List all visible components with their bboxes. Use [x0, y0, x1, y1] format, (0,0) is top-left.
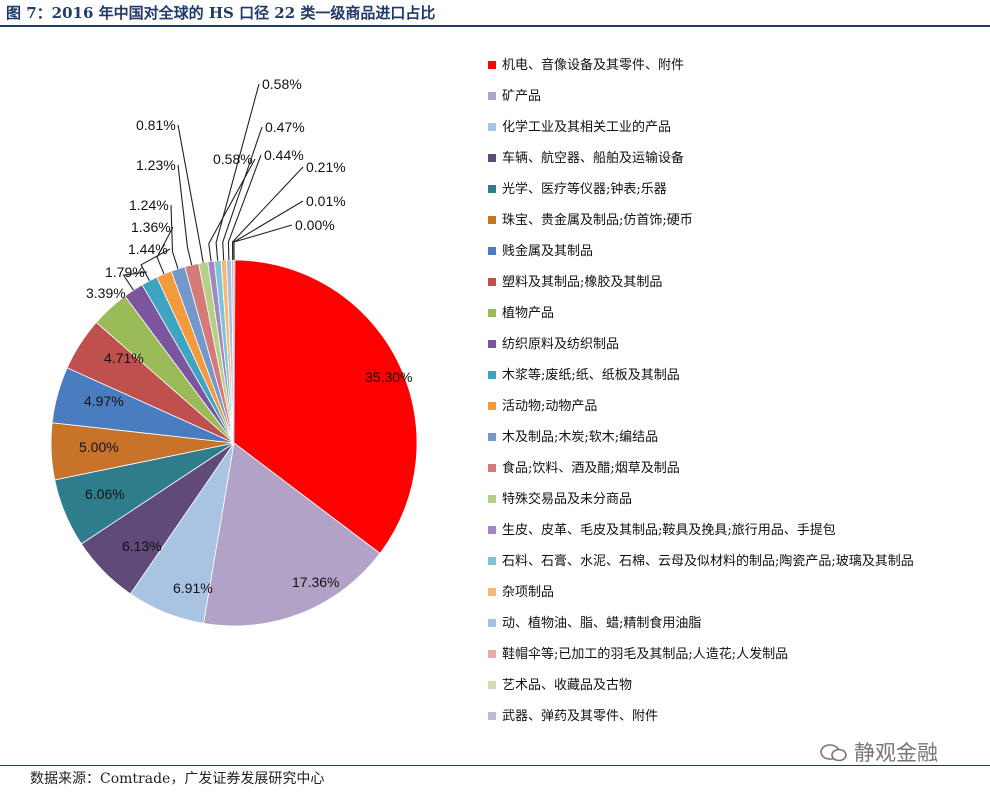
legend-swatch: [488, 185, 496, 193]
data-label: 0.21%: [306, 159, 346, 175]
pie-slices: [50, 259, 418, 627]
legend-label: 纺织原料及纺织制品: [502, 337, 619, 352]
source-note: 数据来源：Comtrade，广发证券发展研究中心: [30, 771, 325, 787]
leader-line: [233, 200, 304, 260]
legend-label: 杂项制品: [502, 585, 554, 600]
leader-line: [222, 126, 263, 261]
data-label: 6.06%: [85, 486, 125, 502]
data-labels: 35.30% 17.36% 6.91% 6.13% 6.06% 5.00% 4.97% 4.7…: [79, 76, 412, 596]
legend-label: 植物产品: [502, 306, 554, 321]
legend-label: 矿产品: [502, 89, 541, 104]
legend-label: 活动物;动物产品: [502, 399, 597, 414]
leader-line: [208, 158, 256, 262]
data-label: 0.44%: [264, 147, 304, 163]
legend-swatch: [488, 402, 496, 410]
legend-label: 光学、医疗等仪器;钟表;乐器: [502, 181, 667, 197]
figure-header: 图 7：2016 年中国对全球的 HS 口径 22 类一级商品进口占比: [0, 0, 990, 27]
leader-line: [227, 154, 262, 261]
data-label: 4.71%: [104, 350, 144, 366]
watermark-text: 静观金融: [854, 741, 938, 765]
data-label: 5.00%: [79, 439, 119, 455]
legend-swatch: [488, 495, 496, 503]
legend-label: 木浆等;废纸;纸、纸板及其制品: [502, 367, 680, 383]
leader-line: [215, 83, 260, 261]
watermark: 静观金融: [820, 737, 938, 767]
pie-slice: [233, 259, 236, 444]
data-label: 17.36%: [292, 574, 339, 590]
legend-label: 鞋帽伞等;已加工的羽毛及其制品;人造花;人发制品: [502, 646, 788, 662]
pie-chart: 35.30% 17.36% 6.91% 6.13% 6.06% 5.00% 4.97% 4.7…: [50, 57, 914, 724]
leader-lines: [122, 83, 304, 291]
legend-swatch: [488, 588, 496, 596]
legend-swatch: [488, 433, 496, 441]
wechat-icon: [820, 744, 847, 762]
legend-swatch: [488, 278, 496, 286]
leader-line: [140, 248, 171, 281]
leader-line: [170, 204, 179, 269]
leader-line: [231, 166, 304, 261]
data-label: 0.58%: [213, 151, 253, 167]
data-label: 4.97%: [84, 393, 124, 409]
data-label: 0.47%: [265, 119, 305, 135]
leader-line: [177, 124, 204, 263]
leader-line: [156, 226, 174, 275]
legend-swatch: [488, 123, 496, 131]
legend-label: 机电、音像设备及其零件、附件: [502, 57, 684, 73]
data-label: 0.00%: [295, 217, 335, 233]
data-label: 1.36%: [131, 219, 171, 235]
legend-label: 珠宝、贵金属及制品;仿首饰;硬币: [502, 212, 693, 228]
legend-label: 艺术品、收藏品及古物: [502, 678, 632, 693]
legend-swatch: [488, 557, 496, 565]
legend-label: 食品;饮料、酒及醋;烟草及制品: [502, 460, 680, 476]
legend-swatch: [488, 92, 496, 100]
legend-label: 车辆、航空器、船舶及运输设备: [502, 150, 684, 166]
figure-title: 图 7：2016 年中国对全球的 HS 口径 22 类一级商品进口占比: [6, 4, 436, 22]
legend-swatch: [488, 247, 496, 255]
legend-swatch: [488, 371, 496, 379]
legend-label: 生皮、皮革、毛皮及其制品;鞍具及挽具;旅行用品、手提包: [502, 522, 836, 538]
legend-swatch: [488, 154, 496, 162]
legend: 机电、音像设备及其零件、附件矿产品化学工业及其相关工业的产品车辆、航空器、船舶及…: [488, 57, 914, 724]
leader-line: [233, 224, 293, 260]
legend-swatch: [488, 464, 496, 472]
data-label: 6.13%: [122, 538, 162, 554]
leader-line: [177, 164, 193, 266]
data-label: 35.30%: [365, 369, 412, 385]
data-label: 1.23%: [136, 157, 176, 173]
title-rule: [0, 25, 990, 27]
legend-swatch: [488, 61, 496, 69]
pie-slice: [203, 442, 381, 627]
data-label: 0.58%: [262, 76, 302, 92]
legend-swatch: [488, 650, 496, 658]
data-label: 0.01%: [306, 193, 346, 209]
legend-swatch: [488, 619, 496, 627]
data-label: 1.79%: [105, 264, 145, 280]
data-label: 0.81%: [136, 117, 176, 133]
legend-swatch: [488, 526, 496, 534]
legend-swatch: [488, 309, 496, 317]
data-label: 6.91%: [173, 580, 213, 596]
legend-swatch: [488, 340, 496, 348]
legend-label: 化学工业及其相关工业的产品: [502, 119, 671, 135]
data-label: 3.39%: [86, 285, 126, 301]
leader-line: [122, 271, 148, 291]
legend-label: 特殊交易品及未分商品: [502, 491, 632, 507]
legend-label: 动、植物油、脂、蜡;精制食用油脂: [502, 615, 701, 631]
legend-swatch: [488, 681, 496, 689]
pie-slice: [233, 259, 418, 554]
legend-label: 塑料及其制品;橡胶及其制品: [502, 274, 662, 290]
footer-rule: [0, 765, 990, 766]
legend-label: 贱金属及其制品: [502, 243, 593, 259]
legend-swatch: [488, 712, 496, 720]
legend-label: 石料、石膏、水泥、石棉、云母及似材料的制品;陶瓷产品;玻璃及其制品: [502, 553, 914, 569]
legend-label: 武器、弹药及其零件、附件: [502, 709, 658, 724]
legend-label: 木及制品;木炭;软木;编结品: [502, 430, 658, 445]
legend-swatch: [488, 216, 496, 224]
data-label: 1.44%: [128, 241, 168, 257]
data-label: 1.24%: [129, 197, 169, 213]
